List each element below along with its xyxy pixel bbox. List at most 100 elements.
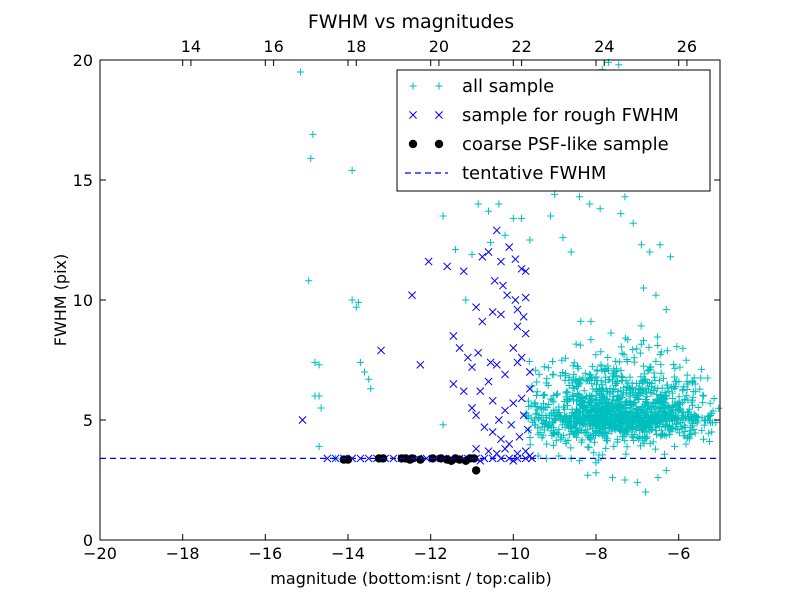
all-sample-point — [681, 395, 689, 403]
all-sample-point — [356, 358, 364, 366]
all-sample-point — [663, 347, 671, 355]
all-sample-point — [660, 450, 669, 458]
all-sample-point — [647, 425, 655, 433]
rough-fwhm-sample-point — [496, 257, 505, 266]
rough-fwhm-sample-point — [488, 308, 497, 316]
rough-fwhm-sample-point — [484, 377, 493, 386]
legend-marker-all-sample — [435, 82, 443, 90]
legend-marker-psf-like — [434, 139, 444, 149]
top-tick-label: 16 — [263, 37, 283, 56]
all-sample-point — [615, 397, 623, 405]
all-sample-point — [618, 349, 626, 357]
all-sample-point — [684, 396, 692, 404]
all-sample-point — [487, 238, 495, 246]
all-sample-point — [678, 413, 686, 421]
all-sample-point — [683, 385, 691, 394]
all-sample-point — [650, 409, 658, 417]
rough-fwhm-sample-point — [505, 243, 514, 252]
all-sample-point — [645, 406, 654, 414]
all-sample-point — [540, 363, 548, 371]
y-tick-label: 10 — [73, 291, 93, 310]
y-axis: 0 5 10 15 20 — [73, 51, 720, 550]
legend-label: all sample — [462, 76, 554, 97]
rough-fwhm-sample-point — [496, 310, 505, 319]
all-sample-point — [649, 438, 657, 446]
all-sample-point — [549, 371, 557, 379]
x-tick-label: −12 — [414, 544, 448, 563]
all-sample-point — [603, 398, 611, 406]
rough-fwhm-sample-point — [476, 387, 485, 396]
all-sample-point — [594, 422, 602, 430]
all-sample-point — [622, 397, 631, 406]
all-sample-point — [577, 438, 585, 446]
all-sample-point — [704, 374, 712, 382]
all-sample-point — [544, 381, 552, 390]
all-sample-point — [638, 408, 646, 416]
all-sample-point — [654, 474, 662, 482]
all-sample-point — [552, 437, 560, 445]
all-sample-point — [607, 329, 615, 337]
all-sample-point — [354, 298, 362, 306]
rough-fwhm-sample-point — [513, 454, 522, 463]
legend-label: coarse PSF-like sample — [462, 134, 669, 155]
all-sample-point — [624, 336, 632, 344]
all-sample-point — [630, 398, 638, 407]
all-sample-point — [592, 391, 600, 399]
all-sample-point — [645, 366, 653, 374]
all-sample-point — [697, 365, 706, 373]
all-sample-point — [637, 416, 646, 424]
all-sample-point — [559, 234, 567, 242]
all-sample-point — [705, 429, 713, 437]
all-sample-point — [542, 411, 550, 420]
all-sample-point — [639, 284, 648, 292]
all-sample-point — [679, 344, 687, 353]
rough-fwhm-sample-point — [474, 348, 483, 357]
all-sample-point — [651, 376, 659, 384]
all-sample-point — [636, 385, 644, 393]
all-sample-point — [561, 405, 569, 413]
all-sample-point — [586, 436, 594, 444]
all-sample-point — [654, 399, 662, 407]
all-sample-point — [311, 358, 319, 366]
all-sample-point — [630, 358, 638, 366]
all-sample-point — [622, 418, 630, 426]
all-sample-point — [555, 408, 563, 416]
rough-fwhm-sample-point — [501, 370, 510, 379]
all-sample-point — [671, 378, 679, 386]
rough-fwhm-sample-point — [480, 423, 489, 432]
all-sample-point — [588, 380, 596, 388]
all-sample-point — [567, 248, 575, 256]
all-sample-point — [367, 385, 375, 393]
all-sample-point — [609, 385, 617, 393]
all-sample-point — [553, 390, 562, 398]
all-sample-point — [600, 428, 609, 436]
all-sample-point — [532, 403, 540, 411]
all-sample-point — [534, 424, 542, 432]
all-sample-point — [305, 277, 313, 285]
all-sample-point — [670, 416, 679, 424]
all-sample-point — [495, 200, 503, 208]
all-sample-point — [611, 426, 619, 434]
rough-fwhm-sample-point — [484, 447, 493, 456]
all-sample-point — [530, 400, 538, 408]
all-sample-point — [572, 340, 580, 348]
rough-fwhm-sample-point — [511, 255, 520, 264]
all-sample-point — [633, 406, 641, 414]
all-sample-point — [612, 357, 620, 365]
all-sample-point — [543, 403, 551, 412]
all-sample-point — [558, 421, 567, 429]
all-sample-point — [631, 386, 639, 394]
all-sample-point — [606, 384, 614, 392]
rough-fwhm-sample-point — [511, 296, 520, 304]
rough-fwhm-sample-point — [443, 262, 452, 271]
all-sample-point — [575, 417, 583, 426]
all-sample-point — [662, 409, 670, 417]
all-sample-point — [676, 363, 684, 371]
all-sample-point — [654, 341, 662, 350]
all-sample-point — [628, 379, 636, 387]
all-sample-point — [307, 154, 315, 162]
all-sample-point — [639, 425, 647, 433]
all-sample-point — [629, 433, 637, 442]
all-sample-point — [575, 408, 583, 417]
all-sample-point — [597, 348, 605, 356]
